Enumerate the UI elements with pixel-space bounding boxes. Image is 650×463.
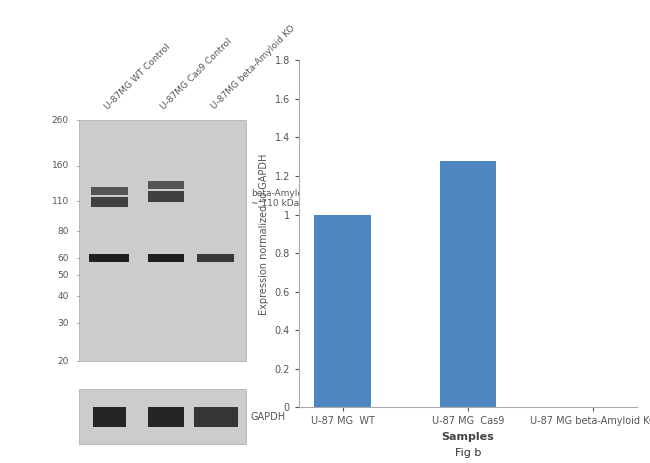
Text: 20: 20 xyxy=(58,357,69,366)
FancyBboxPatch shape xyxy=(194,407,238,427)
FancyBboxPatch shape xyxy=(79,120,246,361)
Bar xyxy=(440,161,496,407)
FancyBboxPatch shape xyxy=(148,191,184,201)
FancyBboxPatch shape xyxy=(91,187,127,195)
FancyBboxPatch shape xyxy=(91,197,127,207)
Text: 60: 60 xyxy=(57,254,69,263)
Text: 110: 110 xyxy=(51,197,69,206)
Text: 80: 80 xyxy=(57,226,69,236)
Text: U-87MG beta-Amyloid KO: U-87MG beta-Amyloid KO xyxy=(209,24,296,111)
Text: 160: 160 xyxy=(51,162,69,170)
FancyBboxPatch shape xyxy=(198,254,234,262)
Text: Fig b: Fig b xyxy=(455,448,481,458)
Text: beta-Amyloid
~ 110 kDa: beta-Amyloid ~ 110 kDa xyxy=(251,188,311,208)
FancyBboxPatch shape xyxy=(89,254,129,262)
FancyBboxPatch shape xyxy=(148,254,184,262)
Text: 40: 40 xyxy=(58,292,69,300)
Text: U-87MG WT Control: U-87MG WT Control xyxy=(103,42,172,111)
X-axis label: Samples: Samples xyxy=(441,432,495,442)
FancyBboxPatch shape xyxy=(148,407,184,427)
FancyBboxPatch shape xyxy=(148,181,184,189)
Text: GAPDH: GAPDH xyxy=(251,412,286,422)
FancyBboxPatch shape xyxy=(93,407,125,427)
Text: 30: 30 xyxy=(57,319,69,328)
Y-axis label: Expression normalized to GAPDH: Expression normalized to GAPDH xyxy=(259,153,269,314)
Bar xyxy=(315,214,370,407)
Text: 260: 260 xyxy=(52,116,69,125)
FancyBboxPatch shape xyxy=(79,389,246,444)
Text: U-87MG Cas9 Control: U-87MG Cas9 Control xyxy=(159,37,234,111)
Text: 50: 50 xyxy=(57,271,69,280)
